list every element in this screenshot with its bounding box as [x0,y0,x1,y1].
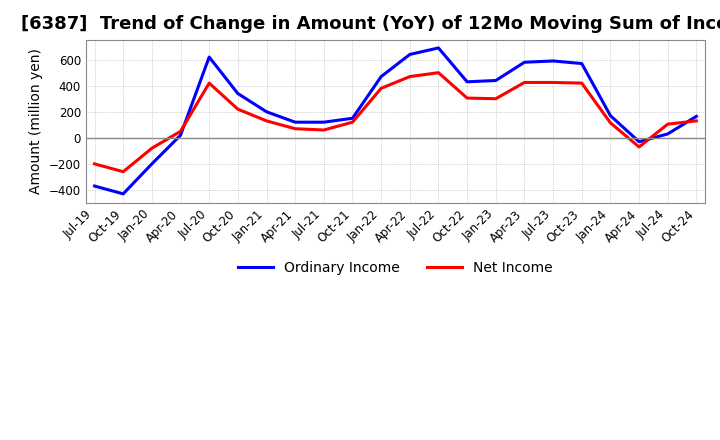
Net Income [492,96,500,101]
Ordinary Income [377,74,385,79]
Ordinary Income [434,45,443,51]
Net Income [663,121,672,127]
Title: [6387]  Trend of Change in Amount (YoY) of 12Mo Moving Sum of Incomes: [6387] Trend of Change in Amount (YoY) o… [21,15,720,33]
Ordinary Income [291,120,300,125]
Ordinary Income [405,52,414,57]
Net Income [520,80,528,85]
Net Income [291,126,300,132]
Ordinary Income [577,61,586,66]
Ordinary Income [348,116,357,121]
Net Income [434,70,443,75]
Net Income [119,169,127,174]
Y-axis label: Amount (million yen): Amount (million yen) [30,48,43,194]
Net Income [233,106,242,112]
Ordinary Income [119,191,127,197]
Ordinary Income [148,161,156,166]
Ordinary Income [606,113,615,118]
Net Income [549,80,557,85]
Ordinary Income [663,131,672,136]
Ordinary Income [233,91,242,96]
Net Income [377,86,385,91]
Ordinary Income [90,183,99,189]
Net Income [262,118,271,124]
Net Income [90,161,99,166]
Net Income [606,120,615,125]
Ordinary Income [635,139,644,144]
Net Income [463,95,472,101]
Net Income [577,81,586,86]
Net Income [635,144,644,150]
Ordinary Income [692,114,701,119]
Net Income [205,81,214,86]
Ordinary Income [176,132,185,138]
Net Income [320,127,328,132]
Legend: Ordinary Income, Net Income: Ordinary Income, Net Income [233,256,559,281]
Net Income [405,74,414,79]
Ordinary Income [520,59,528,65]
Net Income [148,146,156,151]
Ordinary Income [549,59,557,64]
Ordinary Income [205,55,214,60]
Line: Net Income: Net Income [94,73,696,172]
Net Income [692,118,701,124]
Ordinary Income [492,78,500,83]
Net Income [176,128,185,134]
Ordinary Income [320,120,328,125]
Line: Ordinary Income: Ordinary Income [94,48,696,194]
Net Income [348,120,357,125]
Ordinary Income [262,109,271,114]
Ordinary Income [463,79,472,84]
